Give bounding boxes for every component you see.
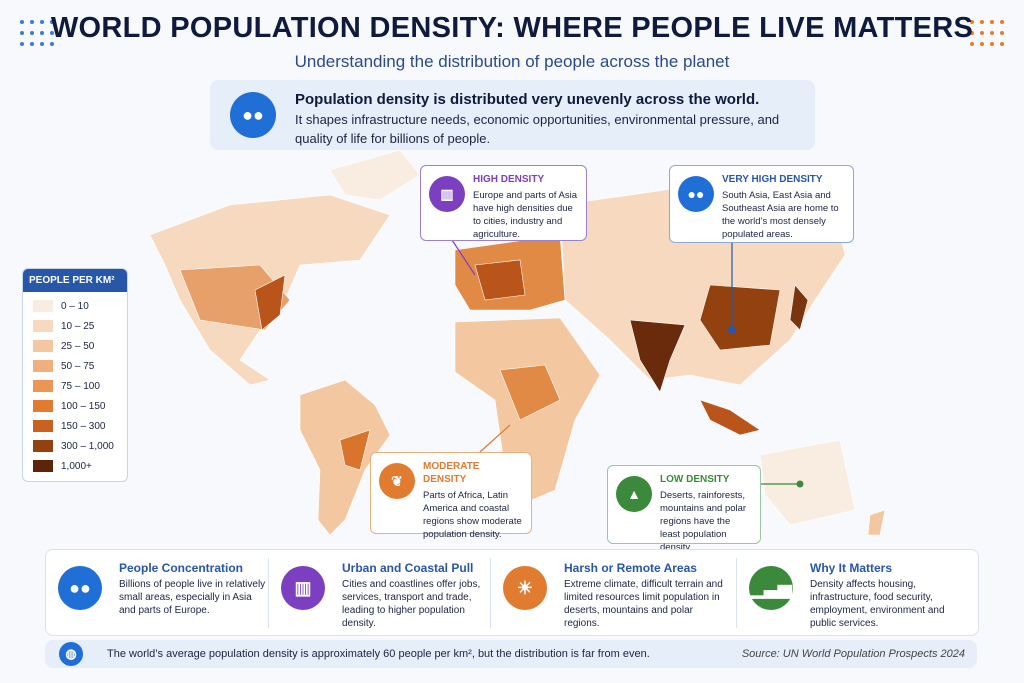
footer: ◍ The world’s average population density… xyxy=(45,640,977,668)
legend-swatch xyxy=(33,360,53,372)
card: ▥ Urban and Coastal Pull Cities and coas… xyxy=(268,558,494,629)
legend-label: 1,000+ xyxy=(61,460,92,472)
callout-title: MODERATE DENSITY xyxy=(423,461,480,485)
intro-headline: Population density is distributed very u… xyxy=(295,91,760,108)
legend-items: 0 – 10 10 – 25 25 – 50 50 – 75 75 – 100 100 –… xyxy=(23,292,127,476)
card-text: Billions of people live in relatively sm… xyxy=(119,579,266,616)
legend-item: 50 – 75 xyxy=(23,356,127,376)
callout: ●● VERY HIGH DENSITY South Asia, East As… xyxy=(669,165,854,243)
legend-item: 100 – 150 xyxy=(23,396,127,416)
callout-text: Deserts, rainforests, mountains and pola… xyxy=(660,490,747,553)
decor-dots xyxy=(20,20,54,46)
legend-label: 25 – 50 xyxy=(61,340,95,352)
title: WORLD POPULATION DENSITY: WHERE PEOPLE L… xyxy=(50,12,974,44)
marker xyxy=(796,480,804,488)
callout-title: LOW DENSITY xyxy=(660,474,730,485)
legend-item: 300 – 1,000 xyxy=(23,436,127,456)
connectors xyxy=(451,239,800,485)
legend-swatch xyxy=(33,380,53,392)
icon: ▥ xyxy=(281,566,325,610)
legend-item: 150 – 300 xyxy=(23,416,127,436)
icon: ▥ xyxy=(429,176,465,212)
icon: ☀ xyxy=(503,566,547,610)
card-text: Density affects housing, infrastructure,… xyxy=(810,579,945,629)
legend-swatch xyxy=(33,420,53,432)
footer-note: The world’s average population density i… xyxy=(107,648,650,660)
callout-text: Parts of Africa, Latin America and coast… xyxy=(423,490,522,540)
icon: ●● xyxy=(58,566,102,610)
legend-swatch xyxy=(33,320,53,332)
callout-title: HIGH DENSITY xyxy=(473,174,545,185)
card: ●● People Concentration Billions of peop… xyxy=(46,558,271,628)
card-text: Cities and coastlines offer jobs, servic… xyxy=(342,579,481,629)
legend-item: 75 – 100 xyxy=(23,376,127,396)
callout-title: VERY HIGH DENSITY xyxy=(722,174,823,185)
icon: ▲ xyxy=(616,476,652,512)
legend-label: 50 – 75 xyxy=(61,360,95,372)
icon: ◍ xyxy=(59,642,83,666)
icon: ▁▃▅ xyxy=(749,566,793,610)
intro-box: ●● Population density is distributed ver… xyxy=(210,80,815,150)
cards: ●● People Concentration Billions of peop… xyxy=(45,549,979,636)
legend-item: 10 – 25 xyxy=(23,316,127,336)
legend: PEOPLE PER KM² 0 – 10 10 – 25 25 – 50 50 – … xyxy=(22,268,128,482)
legend-item: 25 – 50 xyxy=(23,336,127,356)
legend-title: PEOPLE PER KM² xyxy=(23,269,127,292)
legend-swatch xyxy=(33,400,53,412)
decor-dots xyxy=(970,20,1004,46)
legend-swatch xyxy=(33,300,53,312)
legend-item: 0 – 10 xyxy=(23,296,127,316)
icon: ●● xyxy=(678,176,714,212)
icon: ●● xyxy=(230,92,276,138)
footer-source: Source: UN World Population Prospects 20… xyxy=(741,648,965,660)
callout: ▲ LOW DENSITY Deserts, rainforests, moun… xyxy=(607,465,761,553)
card-title: Why It Matters xyxy=(810,561,893,575)
legend-swatch xyxy=(33,460,53,472)
icon: ❦ xyxy=(379,463,415,499)
marker xyxy=(728,326,736,334)
legend-label: 75 – 100 xyxy=(61,380,100,392)
legend-label: 100 – 150 xyxy=(61,400,106,412)
legend-label: 150 – 300 xyxy=(61,420,106,432)
callout: ▥ HIGH DENSITY Europe and parts of Asia … xyxy=(420,165,587,241)
legend-label: 0 – 10 xyxy=(61,300,89,312)
legend-item: 1,000+ xyxy=(23,456,127,476)
card-title: People Concentration xyxy=(119,561,244,575)
callout-text: Europe and parts of Asia have high densi… xyxy=(473,190,578,240)
card: ▁▃▅ Why It Matters Density affects housi… xyxy=(736,558,962,629)
card-title: Harsh or Remote Areas xyxy=(564,561,697,575)
subtitle: Understanding the distribution of people… xyxy=(294,52,730,71)
card: ☀ Harsh or Remote Areas Extreme climate,… xyxy=(490,558,723,629)
legend-swatch xyxy=(33,340,53,352)
card-title: Urban and Coastal Pull xyxy=(342,561,474,575)
legend-label: 10 – 25 xyxy=(61,320,95,332)
callout: ❦ MODERATE DENSITY Parts of Africa, Lati… xyxy=(370,452,532,540)
legend-label: 300 – 1,000 xyxy=(61,440,114,452)
intro-text: It shapes infrastructure needs, economic… xyxy=(295,112,780,146)
legend-swatch xyxy=(33,440,53,452)
callout-text: South Asia, East Asia and Southeast Asia… xyxy=(722,190,839,240)
card-text: Extreme climate, difficult terrain and l… xyxy=(564,579,723,629)
